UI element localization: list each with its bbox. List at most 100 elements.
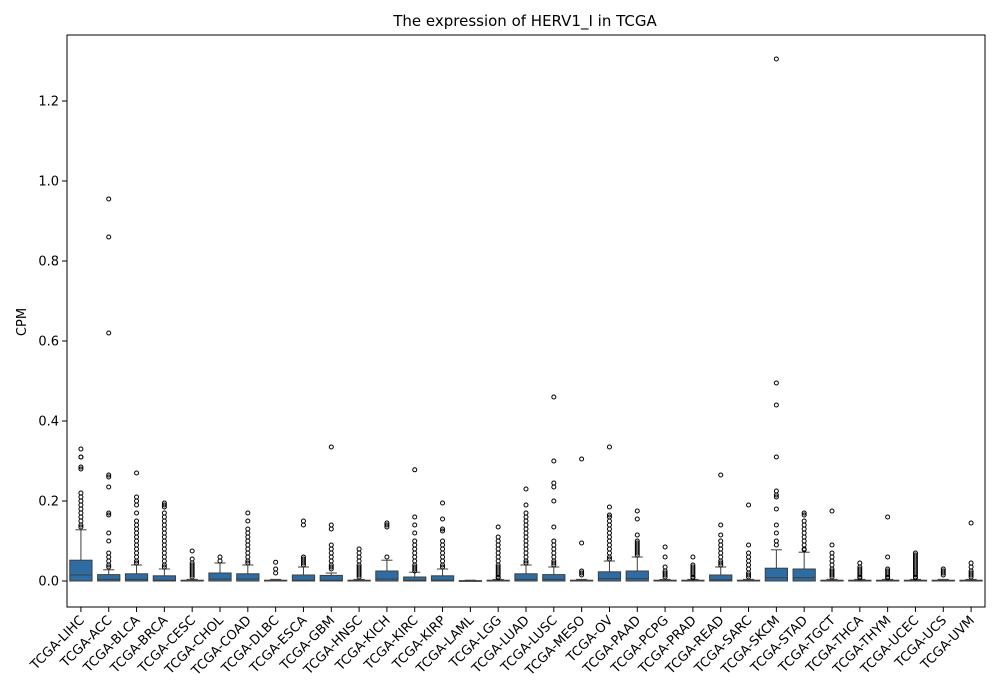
outlier-point bbox=[78, 494, 84, 500]
box bbox=[291, 574, 316, 582]
outlier-point bbox=[551, 524, 557, 530]
outlier-point bbox=[579, 456, 585, 462]
outlier-point bbox=[245, 554, 251, 560]
outlier-point bbox=[440, 546, 446, 552]
outlier-point bbox=[606, 504, 612, 510]
outlier-point bbox=[885, 554, 891, 560]
outlier-point bbox=[106, 564, 112, 570]
outlier-point bbox=[773, 488, 779, 494]
outlier-point bbox=[440, 550, 446, 556]
outlier-point bbox=[134, 558, 140, 564]
outlier-point bbox=[245, 534, 251, 540]
outlier-point bbox=[412, 538, 418, 544]
outlier-point bbox=[606, 534, 612, 540]
outlier-point bbox=[551, 560, 557, 566]
outlier-point bbox=[773, 56, 779, 62]
outlier-point bbox=[440, 538, 446, 544]
outlier-point bbox=[523, 554, 529, 560]
outlier-point bbox=[412, 558, 418, 564]
outlier-point bbox=[801, 518, 807, 524]
outlier-point bbox=[718, 538, 724, 544]
outlier-point bbox=[606, 556, 612, 562]
outlier-point bbox=[523, 546, 529, 552]
outlier-point bbox=[634, 552, 640, 558]
outlier-point bbox=[495, 538, 501, 544]
outlier-point bbox=[412, 568, 418, 574]
outlier-point bbox=[551, 542, 557, 548]
y-tick-label: 0.8 bbox=[38, 255, 59, 270]
outlier-point bbox=[885, 575, 891, 581]
outlier-point bbox=[78, 466, 84, 472]
outlier-point bbox=[78, 514, 84, 520]
outlier-point bbox=[161, 562, 167, 568]
outlier-point bbox=[134, 560, 140, 566]
outlier-point bbox=[746, 562, 752, 568]
outlier-point bbox=[161, 502, 167, 508]
outlier-point bbox=[161, 526, 167, 532]
outlier-point bbox=[328, 526, 334, 532]
outlier-point bbox=[606, 522, 612, 528]
outlier-point bbox=[801, 522, 807, 528]
outlier-point bbox=[440, 528, 446, 534]
box bbox=[319, 574, 343, 582]
outlier-point bbox=[134, 518, 140, 524]
outlier-point bbox=[940, 572, 946, 578]
outlier-point bbox=[412, 514, 418, 520]
outlier-point bbox=[412, 530, 418, 536]
outlier-point bbox=[245, 546, 251, 552]
outlier-point bbox=[440, 554, 446, 560]
y-tick-label: 1.0 bbox=[38, 175, 59, 190]
outlier-point bbox=[579, 540, 585, 546]
outlier-point bbox=[940, 570, 946, 576]
outlier-point bbox=[106, 474, 112, 480]
outlier-point bbox=[968, 560, 974, 566]
outlier-point bbox=[606, 512, 612, 518]
outlier-point bbox=[634, 508, 640, 514]
outlier-point bbox=[773, 380, 779, 386]
outlier-point bbox=[606, 518, 612, 524]
box bbox=[152, 575, 176, 582]
outlier-point bbox=[300, 560, 306, 566]
outlier-point bbox=[551, 554, 557, 560]
outlier-point bbox=[245, 510, 251, 516]
outlier-point bbox=[134, 510, 140, 516]
outlier-point bbox=[551, 480, 557, 486]
outlier-point bbox=[328, 558, 334, 564]
outlier-point bbox=[384, 554, 390, 560]
outlier-point bbox=[134, 534, 140, 540]
outlier-point bbox=[161, 554, 167, 560]
outlier-point bbox=[801, 538, 807, 544]
outlier-point bbox=[412, 554, 418, 560]
outlier-point bbox=[495, 554, 501, 560]
outlier-point bbox=[106, 554, 112, 560]
outlier-point bbox=[829, 572, 835, 578]
box bbox=[124, 573, 149, 582]
outlier-point bbox=[746, 550, 752, 556]
outlier-point bbox=[551, 458, 557, 464]
outlier-point bbox=[551, 550, 557, 556]
outlier-point bbox=[189, 556, 195, 562]
outlier-point bbox=[968, 574, 974, 580]
outlier-point bbox=[746, 502, 752, 508]
outlier-point bbox=[217, 554, 223, 560]
outlier-point bbox=[857, 575, 863, 581]
outlier-point bbox=[690, 554, 696, 560]
box bbox=[792, 568, 816, 582]
outlier-point bbox=[634, 532, 640, 538]
outlier-point bbox=[106, 530, 112, 536]
outlier-point bbox=[662, 572, 668, 578]
outlier-point bbox=[912, 575, 918, 581]
outlier-point bbox=[440, 562, 446, 568]
outlier-point bbox=[662, 554, 668, 560]
outlier-point bbox=[746, 566, 752, 572]
outlier-point bbox=[328, 546, 334, 552]
outlier-point bbox=[801, 510, 807, 516]
outlier-point bbox=[495, 558, 501, 564]
outlier-point bbox=[217, 558, 223, 564]
y-tick-label: 1.2 bbox=[38, 95, 59, 110]
outlier-point bbox=[968, 520, 974, 526]
outlier-point bbox=[746, 542, 752, 548]
outlier-point bbox=[134, 498, 140, 504]
outlier-point bbox=[606, 546, 612, 552]
outlier-point bbox=[523, 550, 529, 556]
